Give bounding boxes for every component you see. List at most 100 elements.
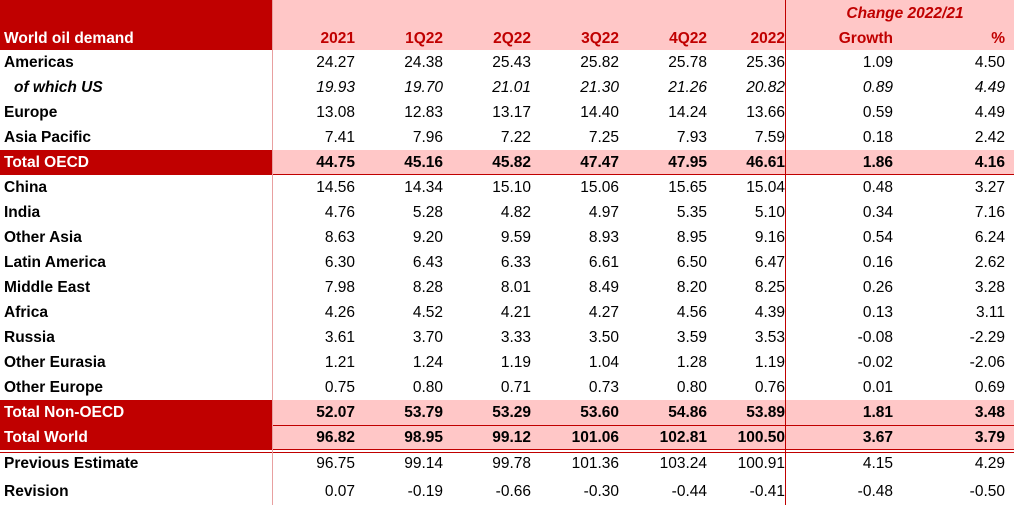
- cell-value: 4.16: [974, 153, 1005, 171]
- cell-value: 6.61: [588, 253, 619, 271]
- cell-value: 3.53: [754, 328, 785, 346]
- separator: [0, 452, 1014, 453]
- cell-value: 0.59: [862, 103, 893, 121]
- cell-value: 53.29: [492, 403, 531, 421]
- cell-value: 47.95: [668, 153, 707, 171]
- row-label: Total World: [4, 428, 88, 446]
- cell-value: 101.36: [571, 455, 619, 473]
- cell-value: 19.93: [316, 78, 355, 96]
- cell-value: 3.33: [500, 328, 531, 346]
- row-label: Other Asia: [4, 228, 82, 246]
- row-label: China: [4, 178, 48, 196]
- cell-value: 1.81: [862, 403, 893, 421]
- cell-value: 14.40: [580, 103, 619, 121]
- header-bg: [272, 0, 1014, 50]
- column-header: 4Q22: [669, 29, 707, 47]
- cell-value: 2.62: [974, 253, 1005, 271]
- cell-value: 1.09: [862, 53, 893, 71]
- cell-value: 101.06: [571, 428, 619, 446]
- cell-value: 0.16: [862, 253, 893, 271]
- cell-value: 4.49: [974, 103, 1005, 121]
- cell-value: 4.52: [412, 303, 443, 321]
- row-label: Total OECD: [4, 153, 89, 171]
- cell-value: 52.07: [316, 403, 355, 421]
- cell-value: 0.54: [862, 228, 893, 246]
- cell-value: 98.95: [404, 428, 443, 446]
- row-label: Latin America: [4, 253, 106, 271]
- cell-value: 4.76: [324, 203, 355, 221]
- cell-value: 53.79: [404, 403, 443, 421]
- cell-value: 20.82: [746, 78, 785, 96]
- cell-value: 99.12: [492, 428, 531, 446]
- cell-value: 1.28: [676, 353, 707, 371]
- cell-value: 9.16: [754, 228, 785, 246]
- cell-value: 21.30: [580, 78, 619, 96]
- cell-value: 0.07: [324, 482, 355, 500]
- cell-value: 103.24: [659, 455, 707, 473]
- cell-value: 4.26: [324, 303, 355, 321]
- cell-value: 25.82: [580, 53, 619, 71]
- cell-value: 15.10: [492, 178, 531, 196]
- cell-value: 0.73: [588, 378, 619, 396]
- row-label: Previous Estimate: [4, 455, 139, 473]
- cell-value: 1.04: [588, 353, 619, 371]
- cell-value: 6.24: [974, 228, 1005, 246]
- cell-value: 3.11: [975, 303, 1005, 321]
- cell-value: 0.48: [862, 178, 893, 196]
- total-row-bg: [272, 425, 1014, 450]
- cell-value: 4.27: [588, 303, 619, 321]
- cell-value: 4.29: [974, 455, 1005, 473]
- cell-value: 4.15: [862, 455, 893, 473]
- cell-value: 6.47: [754, 253, 785, 271]
- cell-value: 9.20: [412, 228, 443, 246]
- cell-value: 1.19: [500, 353, 531, 371]
- row-label: Other Europe: [4, 378, 104, 396]
- cell-value: -0.48: [857, 482, 893, 500]
- cell-value: 25.36: [746, 53, 785, 71]
- cell-value: -0.30: [583, 482, 619, 500]
- cell-value: -0.02: [857, 353, 893, 371]
- cell-value: -0.44: [671, 482, 707, 500]
- cell-value: 6.43: [412, 253, 443, 271]
- cell-value: 3.27: [974, 178, 1005, 196]
- cell-value: 44.75: [316, 153, 355, 171]
- cell-value: 1.24: [412, 353, 443, 371]
- separator: [0, 425, 1014, 426]
- cell-value: 47.47: [580, 153, 619, 171]
- cell-value: -0.19: [407, 482, 443, 500]
- cell-value: 100.91: [737, 455, 785, 473]
- cell-value: 8.93: [588, 228, 619, 246]
- total-row-bg: [272, 150, 1014, 175]
- cell-value: 0.18: [862, 128, 893, 146]
- cell-value: 1.21: [324, 353, 355, 371]
- cell-value: 4.49: [974, 78, 1005, 96]
- cell-value: 25.43: [492, 53, 531, 71]
- cell-value: 0.80: [676, 378, 707, 396]
- row-label: Africa: [4, 303, 48, 321]
- cell-value: 96.82: [316, 428, 355, 446]
- separator: [0, 449, 1014, 450]
- cell-value: 7.25: [588, 128, 619, 146]
- cell-value: -0.08: [857, 328, 893, 346]
- cell-value: 0.26: [862, 278, 893, 296]
- cell-value: 5.10: [754, 203, 785, 221]
- column-header: %: [991, 29, 1005, 47]
- cell-value: 13.66: [746, 103, 785, 121]
- row-label: Europe: [4, 103, 58, 121]
- cell-value: 0.01: [862, 378, 893, 396]
- cell-value: 3.70: [412, 328, 443, 346]
- cell-value: 3.79: [974, 428, 1005, 446]
- cell-value: -0.41: [749, 482, 785, 500]
- cell-value: 45.82: [492, 153, 531, 171]
- column-header: 2Q22: [493, 29, 531, 47]
- cell-value: 15.04: [746, 178, 785, 196]
- cell-value: 21.26: [668, 78, 707, 96]
- cell-value: 8.49: [588, 278, 619, 296]
- row-label: Asia Pacific: [4, 128, 92, 146]
- cell-value: 6.30: [324, 253, 355, 271]
- cell-value: -2.29: [969, 328, 1005, 346]
- cell-value: 3.61: [324, 328, 355, 346]
- cell-value: 8.01: [500, 278, 531, 296]
- cell-value: 7.93: [676, 128, 707, 146]
